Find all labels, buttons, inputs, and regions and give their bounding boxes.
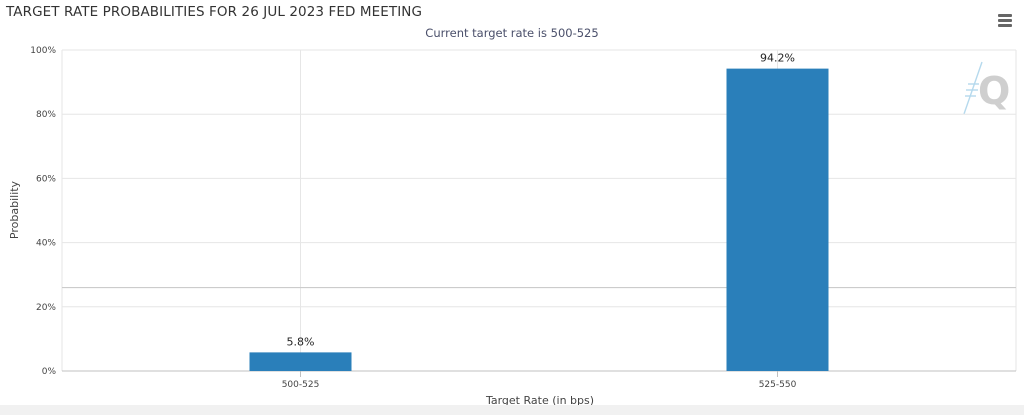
bar-data-label: 94.2%: [760, 52, 795, 65]
x-tick-label: 525-550: [759, 380, 797, 390]
chart-title: TARGET RATE PROBABILITIES FOR 26 JUL 202…: [6, 4, 423, 20]
x-tick-label: 500-525: [282, 380, 320, 390]
y-tick-label: 60%: [36, 174, 56, 184]
y-tick-label: 40%: [36, 239, 56, 249]
chart-subtitle: Current target rate is 500-525: [425, 26, 599, 40]
hamburger-menu-icon[interactable]: [996, 12, 1016, 28]
y-axis-title: Probability: [8, 180, 21, 239]
bar-500-525[interactable]: [249, 352, 352, 371]
y-tick-label: 0%: [42, 367, 57, 377]
bar-data-label: 5.8%: [287, 335, 315, 348]
svg-text:Q: Q: [978, 69, 1010, 113]
y-tick-label: 100%: [30, 46, 56, 56]
q-logo-watermark-icon: Q: [963, 61, 1010, 115]
y-tick-label: 80%: [36, 110, 56, 120]
bottom-band: [0, 405, 1024, 415]
x-axis-title: Target Rate (in bps): [485, 394, 594, 407]
bar-525-550[interactable]: [726, 68, 829, 372]
y-tick-label: 20%: [36, 303, 56, 313]
